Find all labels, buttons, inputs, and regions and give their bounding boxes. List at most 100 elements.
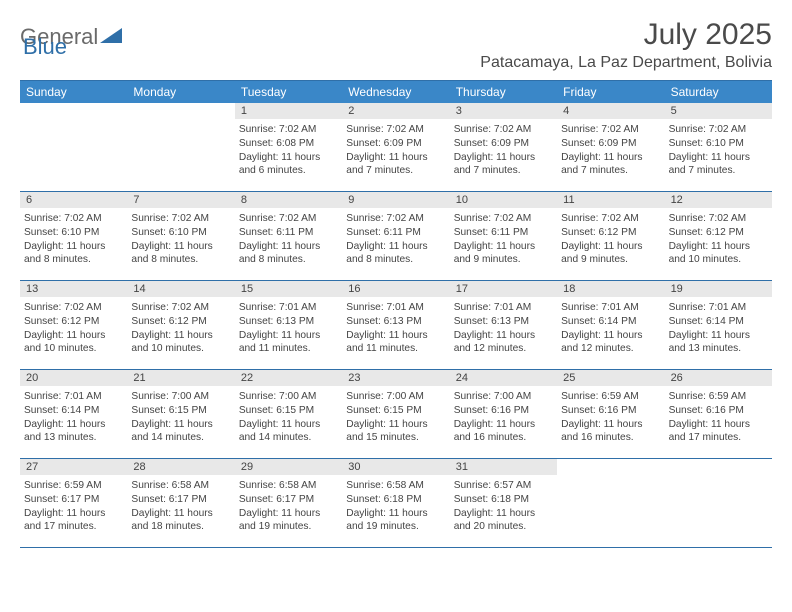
day-body: Sunrise: 7:02 AMSunset: 6:09 PMDaylight:…	[557, 119, 664, 184]
day-body: Sunrise: 7:02 AMSunset: 6:09 PMDaylight:…	[342, 119, 449, 184]
week-row: 27Sunrise: 6:59 AMSunset: 6:17 PMDayligh…	[20, 459, 772, 548]
day-body: Sunrise: 7:02 AMSunset: 6:12 PMDaylight:…	[557, 208, 664, 273]
day-header: Thursday	[450, 81, 557, 103]
day-body: Sunrise: 6:58 AMSunset: 6:17 PMDaylight:…	[127, 475, 234, 540]
day-cell: 11Sunrise: 7:02 AMSunset: 6:12 PMDayligh…	[557, 192, 664, 280]
day-body: Sunrise: 6:59 AMSunset: 6:17 PMDaylight:…	[20, 475, 127, 540]
day-cell	[127, 103, 234, 191]
day-number: 1	[235, 103, 342, 119]
day-number: 14	[127, 281, 234, 297]
day-number: 24	[450, 370, 557, 386]
location-subtitle: Patacamaya, La Paz Department, Bolivia	[480, 54, 772, 72]
day-cell: 29Sunrise: 6:58 AMSunset: 6:17 PMDayligh…	[235, 459, 342, 547]
day-number: 27	[20, 459, 127, 475]
day-body: Sunrise: 7:01 AMSunset: 6:13 PMDaylight:…	[235, 297, 342, 362]
day-body: Sunrise: 7:01 AMSunset: 6:13 PMDaylight:…	[342, 297, 449, 362]
day-number: 30	[342, 459, 449, 475]
day-number: 21	[127, 370, 234, 386]
day-number: 8	[235, 192, 342, 208]
day-header: Saturday	[665, 81, 772, 103]
day-cell: 17Sunrise: 7:01 AMSunset: 6:13 PMDayligh…	[450, 281, 557, 369]
day-body: Sunrise: 7:02 AMSunset: 6:10 PMDaylight:…	[20, 208, 127, 273]
calendar-grid: SundayMondayTuesdayWednesdayThursdayFrid…	[20, 81, 772, 548]
month-title: July 2025	[480, 18, 772, 52]
day-number: 16	[342, 281, 449, 297]
day-cell: 12Sunrise: 7:02 AMSunset: 6:12 PMDayligh…	[665, 192, 772, 280]
day-body: Sunrise: 7:01 AMSunset: 6:14 PMDaylight:…	[665, 297, 772, 362]
day-cell: 31Sunrise: 6:57 AMSunset: 6:18 PMDayligh…	[450, 459, 557, 547]
day-body: Sunrise: 6:58 AMSunset: 6:17 PMDaylight:…	[235, 475, 342, 540]
day-cell: 18Sunrise: 7:01 AMSunset: 6:14 PMDayligh…	[557, 281, 664, 369]
day-cell: 28Sunrise: 6:58 AMSunset: 6:17 PMDayligh…	[127, 459, 234, 547]
day-number: 13	[20, 281, 127, 297]
week-row: 6Sunrise: 7:02 AMSunset: 6:10 PMDaylight…	[20, 192, 772, 281]
day-cell: 30Sunrise: 6:58 AMSunset: 6:18 PMDayligh…	[342, 459, 449, 547]
day-cell: 21Sunrise: 7:00 AMSunset: 6:15 PMDayligh…	[127, 370, 234, 458]
week-row: 13Sunrise: 7:02 AMSunset: 6:12 PMDayligh…	[20, 281, 772, 370]
week-row: 20Sunrise: 7:01 AMSunset: 6:14 PMDayligh…	[20, 370, 772, 459]
day-body: Sunrise: 7:00 AMSunset: 6:15 PMDaylight:…	[342, 386, 449, 451]
day-header-row: SundayMondayTuesdayWednesdayThursdayFrid…	[20, 81, 772, 103]
day-number: 3	[450, 103, 557, 119]
day-cell: 5Sunrise: 7:02 AMSunset: 6:10 PMDaylight…	[665, 103, 772, 191]
day-cell: 26Sunrise: 6:59 AMSunset: 6:16 PMDayligh…	[665, 370, 772, 458]
day-cell: 15Sunrise: 7:01 AMSunset: 6:13 PMDayligh…	[235, 281, 342, 369]
day-cell: 22Sunrise: 7:00 AMSunset: 6:15 PMDayligh…	[235, 370, 342, 458]
day-number: 2	[342, 103, 449, 119]
day-number: 15	[235, 281, 342, 297]
day-number: 18	[557, 281, 664, 297]
day-body: Sunrise: 6:58 AMSunset: 6:18 PMDaylight:…	[342, 475, 449, 540]
day-cell: 23Sunrise: 7:00 AMSunset: 6:15 PMDayligh…	[342, 370, 449, 458]
day-cell: 7Sunrise: 7:02 AMSunset: 6:10 PMDaylight…	[127, 192, 234, 280]
day-number: 23	[342, 370, 449, 386]
day-body: Sunrise: 7:02 AMSunset: 6:12 PMDaylight:…	[665, 208, 772, 273]
calendar-page: General July 2025 Patacamaya, La Paz Dep…	[0, 0, 792, 548]
logo-triangle-icon	[100, 26, 122, 49]
day-number: 29	[235, 459, 342, 475]
day-number: 26	[665, 370, 772, 386]
day-body: Sunrise: 7:02 AMSunset: 6:09 PMDaylight:…	[450, 119, 557, 184]
day-number: 11	[557, 192, 664, 208]
day-body: Sunrise: 7:01 AMSunset: 6:14 PMDaylight:…	[557, 297, 664, 362]
day-body: Sunrise: 7:00 AMSunset: 6:16 PMDaylight:…	[450, 386, 557, 451]
day-number: 6	[20, 192, 127, 208]
day-number: 4	[557, 103, 664, 119]
day-body: Sunrise: 7:00 AMSunset: 6:15 PMDaylight:…	[235, 386, 342, 451]
day-body: Sunrise: 7:01 AMSunset: 6:14 PMDaylight:…	[20, 386, 127, 451]
day-header: Monday	[127, 81, 234, 103]
day-cell: 25Sunrise: 6:59 AMSunset: 6:16 PMDayligh…	[557, 370, 664, 458]
day-body: Sunrise: 7:00 AMSunset: 6:15 PMDaylight:…	[127, 386, 234, 451]
day-body: Sunrise: 6:59 AMSunset: 6:16 PMDaylight:…	[557, 386, 664, 451]
day-cell: 10Sunrise: 7:02 AMSunset: 6:11 PMDayligh…	[450, 192, 557, 280]
day-number: 9	[342, 192, 449, 208]
day-number: 17	[450, 281, 557, 297]
day-cell: 8Sunrise: 7:02 AMSunset: 6:11 PMDaylight…	[235, 192, 342, 280]
day-body: Sunrise: 7:02 AMSunset: 6:10 PMDaylight:…	[127, 208, 234, 273]
logo-text-blue: Blue	[23, 34, 67, 59]
day-cell: 20Sunrise: 7:01 AMSunset: 6:14 PMDayligh…	[20, 370, 127, 458]
day-header: Tuesday	[235, 81, 342, 103]
day-header: Wednesday	[342, 81, 449, 103]
day-body: Sunrise: 7:02 AMSunset: 6:11 PMDaylight:…	[342, 208, 449, 273]
day-number: 7	[127, 192, 234, 208]
day-body: Sunrise: 7:02 AMSunset: 6:12 PMDaylight:…	[127, 297, 234, 362]
day-header: Friday	[557, 81, 664, 103]
week-row: 1Sunrise: 7:02 AMSunset: 6:08 PMDaylight…	[20, 103, 772, 192]
day-body: Sunrise: 7:02 AMSunset: 6:12 PMDaylight:…	[20, 297, 127, 362]
day-body: Sunrise: 7:01 AMSunset: 6:13 PMDaylight:…	[450, 297, 557, 362]
day-cell: 2Sunrise: 7:02 AMSunset: 6:09 PMDaylight…	[342, 103, 449, 191]
day-cell: 9Sunrise: 7:02 AMSunset: 6:11 PMDaylight…	[342, 192, 449, 280]
day-number: 28	[127, 459, 234, 475]
day-body: Sunrise: 7:02 AMSunset: 6:08 PMDaylight:…	[235, 119, 342, 184]
day-body: Sunrise: 6:59 AMSunset: 6:16 PMDaylight:…	[665, 386, 772, 451]
day-cell: 13Sunrise: 7:02 AMSunset: 6:12 PMDayligh…	[20, 281, 127, 369]
day-number: 19	[665, 281, 772, 297]
day-number: 12	[665, 192, 772, 208]
day-number: 10	[450, 192, 557, 208]
weeks-container: 1Sunrise: 7:02 AMSunset: 6:08 PMDaylight…	[20, 103, 772, 548]
title-block: July 2025 Patacamaya, La Paz Department,…	[480, 18, 772, 72]
day-cell: 24Sunrise: 7:00 AMSunset: 6:16 PMDayligh…	[450, 370, 557, 458]
day-number: 5	[665, 103, 772, 119]
day-cell: 27Sunrise: 6:59 AMSunset: 6:17 PMDayligh…	[20, 459, 127, 547]
day-number: 25	[557, 370, 664, 386]
